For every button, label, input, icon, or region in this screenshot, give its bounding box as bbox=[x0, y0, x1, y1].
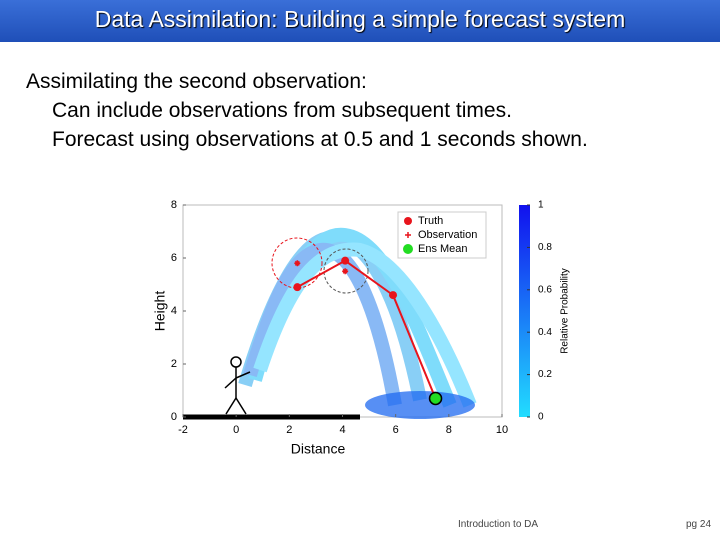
colorbar-tick-label: 0.8 bbox=[538, 242, 552, 253]
y-axis-label: Height bbox=[152, 291, 168, 332]
y-tick-label: 4 bbox=[171, 305, 177, 317]
chart: Distance Height Relative Probability -2 0… bbox=[152, 199, 571, 457]
legend-swatch bbox=[404, 217, 412, 225]
observation-marker bbox=[294, 260, 301, 267]
legend-swatch bbox=[403, 244, 413, 254]
legend-swatch bbox=[405, 232, 411, 238]
colorbar-label: Relative Probability bbox=[560, 268, 571, 354]
ensemble-landing bbox=[365, 391, 475, 419]
observation-marker bbox=[342, 268, 349, 275]
y-tick-label: 6 bbox=[171, 252, 177, 264]
x-tick-label: 6 bbox=[393, 424, 399, 436]
bullet: Can include observations from subsequent… bbox=[52, 99, 512, 122]
colorbar-tick-label: 0.2 bbox=[538, 369, 552, 380]
obs-error-circle bbox=[271, 237, 323, 289]
y-tick-label: 8 bbox=[171, 199, 177, 211]
ens-mean-marker bbox=[428, 391, 443, 406]
x-axis-label: Distance bbox=[291, 441, 346, 457]
colorbar-tick-label: 0.4 bbox=[538, 327, 552, 338]
y-tick-label: 0 bbox=[171, 411, 177, 423]
colorbar-tick-label: 1 bbox=[538, 200, 544, 211]
x-tick-label: 10 bbox=[496, 424, 508, 436]
obs-error-circle bbox=[323, 248, 369, 294]
colorbar-tick-label: 0 bbox=[538, 412, 544, 423]
colorbar-tick-label: 0.6 bbox=[538, 284, 552, 295]
page-number: pg 24 bbox=[686, 519, 712, 530]
legend-label: Observation bbox=[418, 229, 477, 241]
x-tick-label: 8 bbox=[446, 424, 452, 436]
bullet: Forecast using observations at 0.5 and 1… bbox=[52, 128, 588, 151]
x-tick-label: -2 bbox=[178, 424, 188, 436]
truth-marker bbox=[293, 283, 302, 292]
slide-title: Data Assimilation: Building a simple for… bbox=[94, 6, 626, 32]
x-tick-label: 0 bbox=[233, 424, 239, 436]
truth-line bbox=[296, 259, 437, 399]
footer: Introduction to DA bbox=[458, 519, 539, 530]
colorbar bbox=[519, 205, 530, 417]
truth-marker bbox=[341, 256, 350, 265]
y-tick-label: 2 bbox=[171, 358, 177, 370]
x-tick-label: 2 bbox=[286, 424, 292, 436]
body-heading: Assimilating the second observation: bbox=[26, 70, 367, 93]
truth-marker bbox=[389, 291, 398, 300]
ensemble-spread bbox=[238, 227, 477, 408]
x-tick-label: 4 bbox=[339, 424, 345, 436]
legend-label: Ens Mean bbox=[418, 243, 468, 255]
legend-label: Truth bbox=[418, 215, 443, 227]
title-bar bbox=[0, 0, 720, 42]
stick-figure bbox=[224, 356, 251, 415]
